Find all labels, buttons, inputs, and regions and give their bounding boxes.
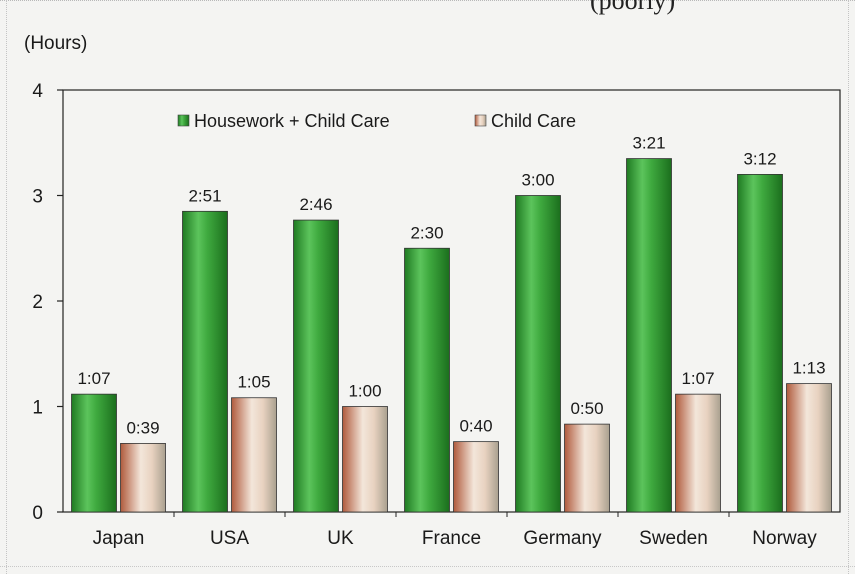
bar-child-care [786,383,832,513]
y-tick-label: 1 [32,398,43,419]
frame-top-border [0,0,855,1]
plot-area: 0 1 2 3 4 1:07 0:39 Japan 2:51 1:05 USA 2:46 1:00 UK 2… [32,81,841,549]
legend-swatch-housework-child-care [177,114,190,127]
bar-housework-child-care [71,393,117,513]
value-label-child-care: 0:50 [570,399,603,418]
plot-frame [62,89,841,513]
bar-child-care [120,443,166,513]
value-label-housework-child-care: 3:21 [632,134,665,153]
value-label-child-care: 1:13 [792,359,825,378]
bar-housework-child-care [182,210,228,513]
value-label-housework-child-care: 1:07 [77,369,110,388]
frame-right-border [848,0,849,574]
value-label-child-care: 1:07 [681,369,714,388]
y-tick-label: 4 [32,81,43,102]
x-tick-label: Japan [93,528,145,549]
value-label-child-care: 0:40 [459,417,492,436]
bar-housework-child-care [626,158,672,513]
legend-swatch-child-care [474,114,487,127]
legend: Housework + Child Care Child Care [177,111,576,131]
y-axis-unit-label: (Hours) [24,33,88,54]
value-label-housework-child-care: 3:12 [743,149,776,168]
bar-housework-child-care [404,247,450,513]
x-tick-label: USA [210,528,249,549]
bar-child-care [564,423,610,513]
legend-label-housework-child-care: Housework + Child Care [194,111,390,131]
bar-housework-child-care [737,173,783,513]
bar-child-care [453,441,499,513]
y-tick-label: 3 [32,187,43,208]
y-tick-label: 0 [32,503,43,524]
bar-housework-child-care [293,219,339,513]
x-tick-label: Germany [523,528,602,549]
y-tick-label: 2 [32,292,43,313]
frame-left-border [6,0,7,574]
x-tick-label: UK [327,528,354,549]
legend-label-child-care: Child Care [491,111,576,131]
value-label-housework-child-care: 3:00 [521,171,554,190]
value-label-child-care: 1:00 [348,382,381,401]
x-tick-label: Norway [752,528,817,549]
bar-housework-child-care [515,195,561,513]
cropped-header-text: (poorly) [590,0,676,15]
bar-child-care [675,393,721,513]
bar-child-care [342,406,388,513]
value-label-housework-child-care: 2:30 [410,223,443,242]
x-tick-label: France [422,528,481,549]
value-label-child-care: 1:05 [237,373,270,392]
value-label-housework-child-care: 2:51 [188,186,221,205]
frame-bottom-border [0,566,855,567]
value-label-housework-child-care: 2:46 [299,195,332,214]
bar-child-care [231,397,277,513]
x-tick-label: Sweden [639,528,708,549]
value-label-child-care: 0:39 [126,418,159,437]
